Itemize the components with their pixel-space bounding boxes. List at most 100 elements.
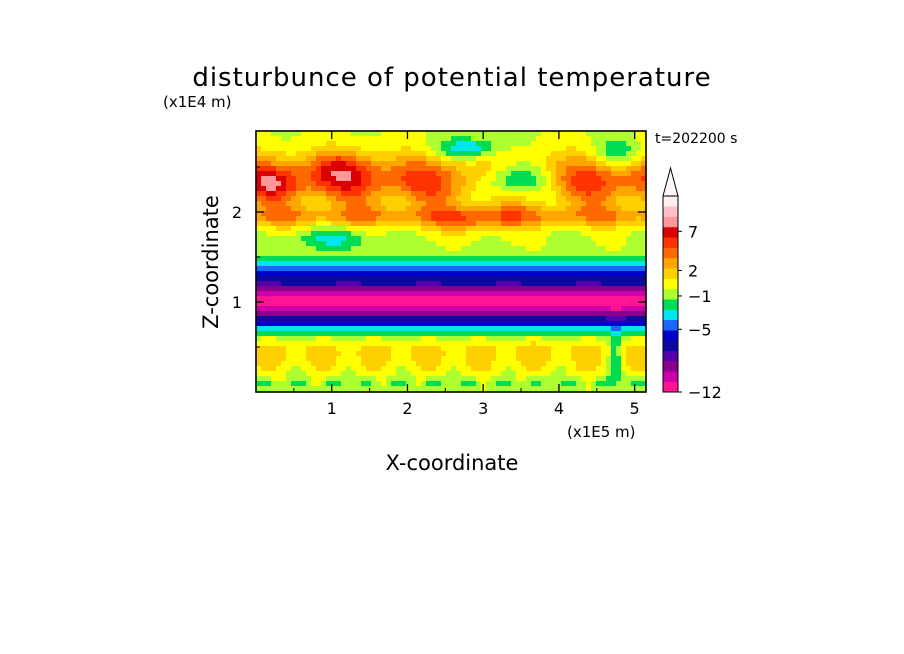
heatmap-cell: [466, 156, 472, 162]
heatmap-cell: [601, 326, 607, 332]
colorbar-swatch: [663, 288, 678, 300]
heatmap-cell: [331, 351, 337, 357]
heatmap-cell: [571, 211, 577, 217]
heatmap-cell: [496, 161, 502, 167]
heatmap-cell: [281, 241, 287, 247]
heatmap-cell: [436, 146, 442, 152]
heatmap-cell: [386, 136, 392, 142]
heatmap-cell: [531, 226, 537, 232]
heatmap-cell: [281, 296, 287, 302]
heatmap-cell: [576, 366, 582, 372]
heatmap-cell: [286, 326, 292, 332]
heatmap-cell: [621, 311, 627, 317]
heatmap-cell: [506, 386, 512, 392]
heatmap-cell: [596, 296, 602, 302]
heatmap-cell: [366, 186, 372, 192]
heatmap-cell: [356, 141, 362, 147]
heatmap-cell: [416, 296, 422, 302]
heatmap-cell: [471, 196, 477, 202]
heatmap-cell: [376, 186, 382, 192]
heatmap-cell: [486, 131, 492, 137]
heatmap-cell: [266, 211, 272, 217]
heatmap-cell: [481, 141, 487, 147]
heatmap-cell: [426, 281, 432, 287]
heatmap-cell: [391, 191, 397, 197]
heatmap-cell: [271, 161, 277, 167]
heatmap-cell: [581, 366, 587, 372]
heatmap-cell: [636, 261, 642, 267]
heatmap-cell: [336, 331, 342, 337]
heatmap-cell: [521, 146, 527, 152]
heatmap-cell: [376, 231, 382, 237]
heatmap-cell: [296, 151, 302, 157]
heatmap-cell: [596, 351, 602, 357]
heatmap-cell: [441, 161, 447, 167]
heatmap-cell: [636, 131, 642, 137]
heatmap-cell: [256, 246, 262, 252]
heatmap-cell: [411, 221, 417, 227]
heatmap-cell: [411, 196, 417, 202]
heatmap-cell: [621, 291, 627, 297]
heatmap-cell: [286, 156, 292, 162]
heatmap-cell: [551, 231, 557, 237]
heatmap-cell: [601, 306, 607, 312]
heatmap-cell: [361, 296, 367, 302]
heatmap-cell: [476, 266, 482, 272]
heatmap-cell: [606, 296, 612, 302]
heatmap-cell: [496, 346, 502, 352]
heatmap-cell: [356, 216, 362, 222]
heatmap-cell: [531, 236, 537, 242]
heatmap-cell: [306, 161, 312, 167]
heatmap-cell: [511, 196, 517, 202]
heatmap-cell: [391, 246, 397, 252]
heatmap-cell: [581, 151, 587, 157]
heatmap-cell: [486, 276, 492, 282]
heatmap-cell: [606, 206, 612, 212]
heatmap-cell: [291, 191, 297, 197]
heatmap-cell: [426, 141, 432, 147]
heatmap-cell: [486, 141, 492, 147]
heatmap-cell: [631, 241, 637, 247]
heatmap-cell: [511, 216, 517, 222]
heatmap-cell: [526, 216, 532, 222]
heatmap-cell: [286, 306, 292, 312]
heatmap-cell: [441, 241, 447, 247]
heatmap-cell: [471, 136, 477, 142]
heatmap-cell: [371, 241, 377, 247]
heatmap-cell: [576, 331, 582, 337]
heatmap-cell: [396, 306, 402, 312]
heatmap-cell: [536, 171, 542, 177]
heatmap-cell: [626, 196, 632, 202]
heatmap-cell: [521, 176, 527, 182]
heatmap-cell: [346, 341, 352, 347]
heatmap-cell: [506, 276, 512, 282]
heatmap-cell: [506, 336, 512, 342]
heatmap-cell: [381, 306, 387, 312]
heatmap-cell: [556, 281, 562, 287]
heatmap-cell: [366, 381, 372, 387]
heatmap-cell: [361, 176, 367, 182]
heatmap-cell: [586, 371, 592, 377]
heatmap-cell: [301, 181, 307, 187]
heatmap-cell: [606, 216, 612, 222]
heatmap-cell: [601, 131, 607, 137]
heatmap-cell: [401, 266, 407, 272]
heatmap-cell: [371, 186, 377, 192]
y-axis-label: Z-coordinate: [199, 195, 223, 329]
heatmap-cell: [461, 296, 467, 302]
colorbar-swatch: [663, 309, 678, 321]
heatmap-cell: [316, 331, 322, 337]
heatmap-cell: [621, 136, 627, 142]
heatmap-cell: [431, 311, 437, 317]
heatmap-cell: [496, 251, 502, 257]
heatmap-cell: [611, 266, 617, 272]
heatmap-cell: [326, 136, 332, 142]
heatmap-cell: [271, 141, 277, 147]
heatmap-cell: [531, 366, 537, 372]
heatmap-cell: [371, 311, 377, 317]
heatmap-cell: [256, 156, 262, 162]
heatmap-cell: [416, 306, 422, 312]
heatmap-cell: [506, 281, 512, 287]
heatmap-cell: [491, 336, 497, 342]
heatmap-cell: [526, 356, 532, 362]
